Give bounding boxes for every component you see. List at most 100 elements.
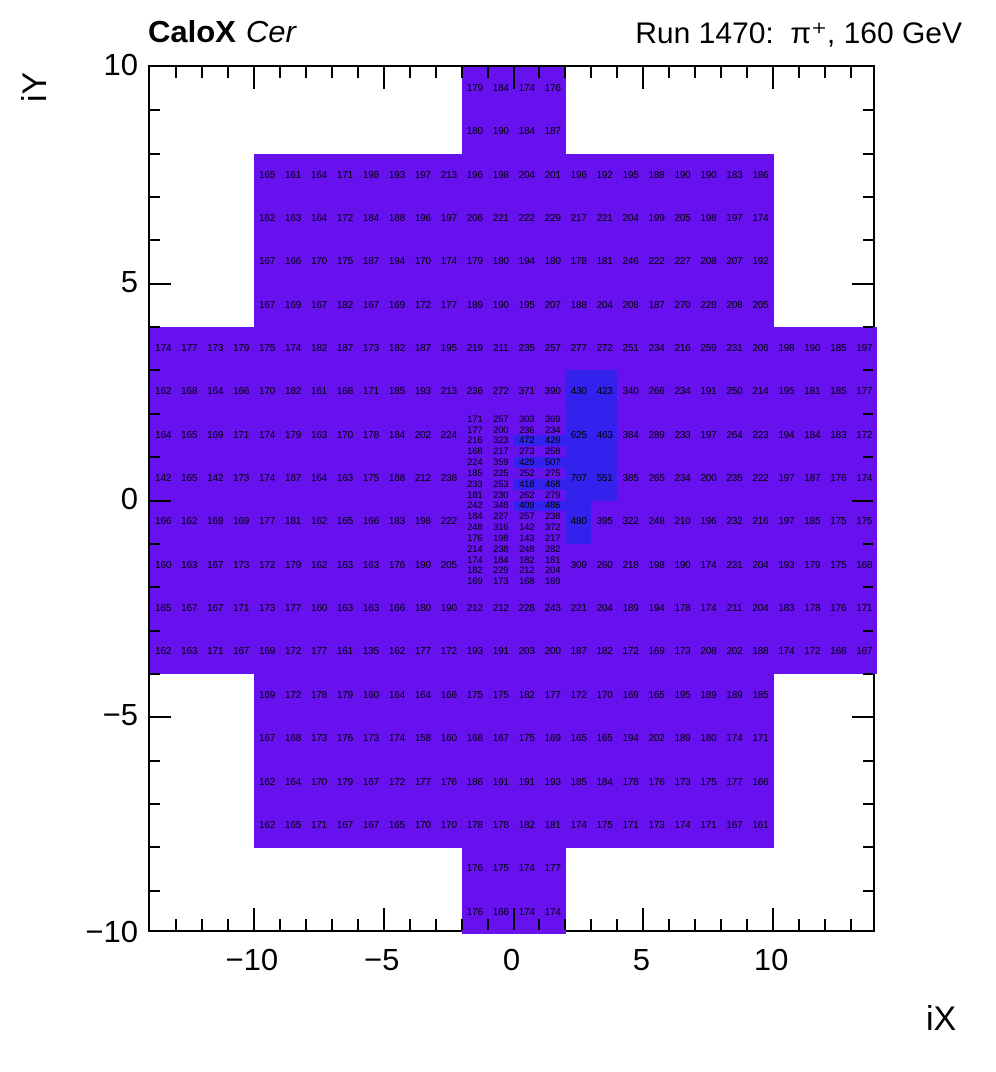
heatmap-cell: 214 — [747, 370, 774, 415]
heatmap-cell: 262 — [513, 489, 540, 501]
heatmap-cell: 174 — [279, 327, 307, 371]
y-axis-tick — [863, 629, 873, 632]
heatmap-cell: 169 — [279, 283, 307, 328]
heatmap-cell: 173 — [201, 327, 229, 371]
heatmap-cell: 193 — [461, 630, 489, 675]
heatmap-cell: 178 — [461, 803, 489, 848]
heatmap-cell: 224 — [461, 457, 489, 469]
heatmap-cell: 164 — [305, 457, 333, 501]
heatmap-cell: 168 — [175, 370, 203, 415]
heatmap-cell: 163 — [331, 457, 359, 501]
x-axis-tick — [798, 919, 801, 930]
heatmap-cell: 189 — [617, 587, 644, 632]
heatmap-cell: 165 — [591, 717, 618, 762]
heatmap-cell: 170 — [253, 370, 281, 415]
run-info: Run 1470: π⁺, 160 GeV — [635, 17, 962, 50]
heatmap-cell: 167 — [201, 543, 229, 588]
heatmap-cell: 185 — [747, 673, 774, 718]
heatmap-cell: 212 — [487, 587, 514, 632]
heatmap-cell: 191 — [695, 370, 722, 415]
heatmap-cell: 197 — [851, 327, 878, 371]
heatmap-cell: 186 — [747, 153, 774, 198]
heatmap-cell: 197 — [721, 197, 748, 241]
heatmap-cell: 196 — [461, 153, 489, 198]
x-axis-tick — [226, 67, 229, 78]
heatmap-cell: 163 — [175, 630, 203, 675]
heatmap-cell: 162 — [305, 500, 333, 545]
heatmap-cell: 172 — [851, 413, 878, 458]
heatmap-cell: 168 — [331, 370, 359, 415]
heatmap-cell: 161 — [279, 153, 307, 198]
heatmap-cell: 258 — [539, 446, 566, 458]
heatmap-cell: 187 — [357, 240, 385, 285]
heatmap-cell: 162 — [383, 630, 411, 675]
heatmap-cell: 191 — [513, 760, 540, 805]
heatmap-cell: 193 — [773, 543, 800, 588]
heatmap-cell: 385 — [617, 457, 644, 501]
x-axis-tick — [226, 919, 229, 930]
heatmap-cell: 179 — [279, 543, 307, 588]
heatmap-cell: 234 — [643, 327, 670, 371]
heatmap-cell: 211 — [487, 327, 514, 371]
x-tick-label: 0 — [502, 942, 521, 977]
y-axis-tick — [150, 456, 160, 459]
heatmap-cell: 216 — [747, 500, 774, 545]
heatmap-cell: 166 — [227, 370, 255, 415]
heatmap-cell: 179 — [279, 413, 307, 458]
heatmap-cell: 468 — [539, 478, 566, 491]
heatmap-cell: 277 — [565, 327, 592, 371]
x-axis-tick — [538, 919, 541, 930]
x-axis-tick — [746, 67, 749, 78]
heatmap-cell: 212 — [461, 587, 489, 632]
heatmap-cell: 176 — [461, 847, 489, 892]
heatmap-cell: 172 — [565, 673, 592, 718]
heatmap-cell: 174 — [695, 587, 722, 632]
heatmap-cell: 172 — [383, 760, 411, 805]
heatmap-cell: 176 — [643, 760, 670, 805]
heatmap-cell: 172 — [279, 630, 307, 675]
x-axis-tick — [850, 919, 853, 930]
heatmap-cell: 189 — [695, 673, 722, 718]
heatmap-cell: 190 — [487, 110, 514, 155]
y-axis-tick — [863, 326, 873, 329]
heatmap-cell: 173 — [487, 576, 514, 588]
heatmap-cell: 182 — [513, 803, 540, 848]
y-axis-tick — [150, 326, 160, 329]
heatmap-cell: 429 — [539, 435, 566, 447]
x-tick-label: −5 — [363, 942, 400, 977]
heatmap-cell: 166 — [279, 240, 307, 285]
heatmap-cell: 178 — [357, 413, 385, 458]
heatmap-cell: 177 — [175, 327, 203, 371]
heatmap-cell: 166 — [435, 673, 463, 718]
x-axis-tick — [434, 919, 437, 930]
heatmap-cell: 222 — [435, 500, 463, 545]
heatmap-cell: 184 — [383, 413, 411, 458]
heatmap-cell: 204 — [747, 587, 774, 632]
heatmap-cell: 142 — [513, 522, 540, 534]
heatmap-cell: 182 — [513, 673, 540, 718]
heatmap-cell: 181 — [539, 803, 566, 848]
heatmap-cell: 168 — [513, 576, 540, 588]
heatmap-cell: 171 — [461, 413, 489, 426]
heatmap-cell: 186 — [461, 760, 489, 805]
heatmap-cell: 233 — [461, 478, 489, 491]
heatmap-cell: 418 — [513, 478, 540, 491]
heatmap-cell: 182 — [461, 565, 489, 577]
heatmap-cell: 187 — [539, 110, 566, 155]
heatmap-cell: 225 — [487, 467, 514, 480]
heatmap-cell: 205 — [435, 543, 463, 588]
heatmap-cell: 175 — [513, 717, 540, 762]
heatmap-cell: 217 — [487, 446, 514, 458]
heatmap-cell: 251 — [617, 327, 644, 371]
heatmap-cell: 143 — [513, 533, 540, 545]
heatmap-cell: 163 — [175, 543, 203, 588]
heatmap-cell: 171 — [851, 587, 878, 632]
heatmap-cell: 172 — [279, 673, 307, 718]
heatmap-cell: 180 — [461, 110, 489, 155]
y-axis-tick — [863, 542, 873, 545]
heatmap-cell: 170 — [305, 760, 333, 805]
heatmap-cell: 173 — [357, 717, 385, 762]
heatmap-cell: 181 — [539, 554, 566, 567]
heatmap-cell: 384 — [617, 413, 644, 458]
heatmap-cell: 200 — [487, 424, 514, 436]
